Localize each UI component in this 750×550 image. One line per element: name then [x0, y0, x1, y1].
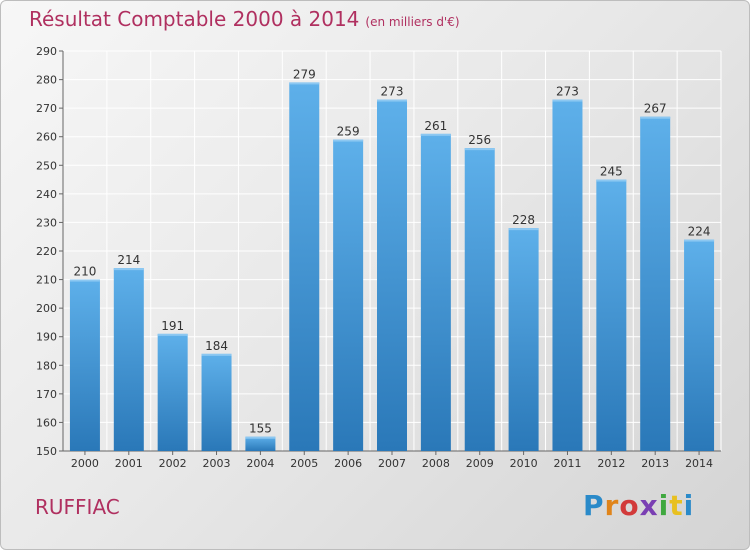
x-tick-label-2012: 2012	[597, 457, 625, 470]
x-tick-label-2000: 2000	[71, 457, 99, 470]
bar-top-edge	[596, 179, 627, 182]
y-tick-label: 220	[36, 245, 57, 258]
city-name: RUFFIAC	[35, 495, 120, 519]
logo-letter: i	[658, 489, 670, 522]
bar-2008	[420, 133, 451, 451]
chart-title: Résultat Comptable 2000 à 2014 (en millie…	[29, 7, 460, 31]
y-tick-label: 160	[36, 416, 57, 429]
bar-top-edge	[464, 148, 495, 151]
logo-letter: r	[604, 489, 620, 522]
bar-top-edge	[377, 99, 407, 102]
bar-2012	[596, 179, 627, 452]
x-tick-label-2004: 2004	[246, 457, 274, 470]
logo-letter: i	[683, 489, 695, 522]
x-tick-label-2005: 2005	[290, 457, 318, 470]
x-tick-label-2003: 2003	[203, 457, 231, 470]
x-tick-label-2002: 2002	[159, 457, 187, 470]
data-label-2006: 259	[337, 125, 360, 139]
data-label-2010: 228	[512, 213, 535, 227]
x-tick-label-2011: 2011	[553, 457, 581, 470]
y-tick-label: 180	[36, 359, 57, 372]
bar-top-edge	[333, 139, 364, 142]
bar-2001	[113, 268, 144, 451]
bar-top-edge	[640, 116, 671, 119]
bar-top-edge	[420, 133, 451, 136]
x-tick-label-2010: 2010	[510, 457, 538, 470]
data-label-2009: 256	[468, 133, 491, 147]
bar-top-edge	[201, 353, 232, 356]
bar-2007	[377, 99, 407, 452]
chart-title-text: Résultat Comptable 2000 à 2014	[29, 7, 360, 31]
data-label-2013: 267	[644, 102, 667, 116]
bar-2011	[552, 99, 583, 452]
bar-2003	[201, 353, 232, 451]
bar-top-edge	[113, 268, 144, 271]
logo-letter: o	[619, 489, 640, 522]
y-tick-label: 270	[36, 102, 57, 115]
logo-letter: P	[583, 489, 605, 522]
bar-top-edge	[552, 99, 583, 102]
y-tick-label: 200	[36, 302, 57, 315]
bar-top-edge	[69, 279, 100, 282]
data-label-2008: 261	[424, 119, 447, 133]
bar-2014	[684, 239, 715, 451]
bar-top-edge	[684, 239, 715, 242]
bar-2004	[245, 436, 276, 451]
chart-subtitle: (en milliers d'€)	[365, 15, 460, 29]
y-tick-label: 190	[36, 331, 57, 344]
x-tick-label-2007: 2007	[378, 457, 406, 470]
x-tick-label-2008: 2008	[422, 457, 450, 470]
logo-letter: x	[639, 489, 659, 522]
data-label-2012: 245	[600, 165, 623, 179]
data-label-2001: 214	[117, 253, 140, 267]
x-tick-label-2014: 2014	[685, 457, 713, 470]
data-label-2000: 210	[73, 265, 96, 279]
data-label-2004: 155	[249, 422, 272, 436]
y-tick-label: 150	[36, 445, 57, 458]
data-label-2003: 184	[205, 339, 228, 353]
y-tick-label: 230	[36, 216, 57, 229]
data-label-2014: 224	[688, 225, 711, 239]
y-tick-label: 240	[36, 188, 57, 201]
proxiti-logo[interactable]: Proxiti	[583, 489, 694, 522]
x-tick-label-2009: 2009	[466, 457, 494, 470]
bar-2009	[464, 148, 495, 451]
x-tick-label-2006: 2006	[334, 457, 362, 470]
bar-top-edge	[157, 333, 188, 336]
bar-2006	[333, 139, 364, 452]
bars	[69, 82, 715, 452]
data-label-2011: 273	[556, 85, 579, 99]
data-label-2007: 273	[381, 85, 404, 99]
bar-2010	[508, 228, 539, 451]
y-tick-label: 170	[36, 388, 57, 401]
bar-2002	[157, 333, 188, 451]
y-tick-label: 260	[36, 131, 57, 144]
y-tick-label: 250	[36, 159, 57, 172]
bar-2000	[69, 279, 100, 451]
bar-2005	[289, 82, 320, 451]
bar-top-edge	[245, 436, 276, 439]
bar-top-edge	[289, 82, 320, 85]
x-tick-label-2001: 2001	[115, 457, 143, 470]
bar-top-edge	[508, 228, 539, 231]
y-tick-label: 280	[36, 74, 57, 87]
bar-2013	[640, 116, 671, 451]
y-tick-label: 290	[36, 45, 57, 58]
x-tick-label-2013: 2013	[641, 457, 669, 470]
data-label-2005: 279	[293, 67, 316, 81]
data-label-2002: 191	[161, 319, 184, 333]
labels: 210 2000 214 2001 191 2002 184 2003 155 2004 279 20…	[71, 67, 713, 470]
y-tick-label: 210	[36, 274, 57, 287]
logo-letter: t	[669, 489, 684, 522]
